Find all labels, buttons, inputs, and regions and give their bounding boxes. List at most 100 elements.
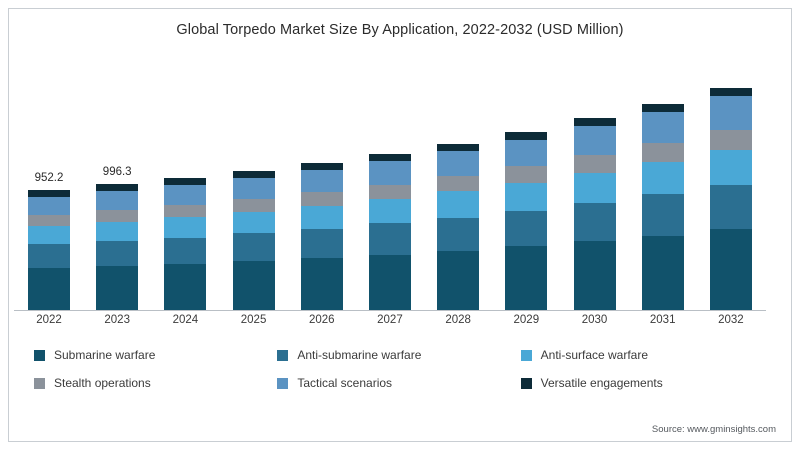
x-axis-tick-label: 2024 <box>172 314 199 326</box>
bar-segment[interactable] <box>164 237 207 264</box>
bar-segment[interactable] <box>505 166 548 183</box>
x-axis-tick-label: 2029 <box>513 314 540 326</box>
bar-column[interactable] <box>368 153 411 310</box>
bar-segment[interactable] <box>368 198 411 224</box>
legend-label: Anti-surface warfare <box>540 348 649 362</box>
legend-swatch-icon <box>277 349 289 361</box>
bar-segment[interactable] <box>232 233 275 262</box>
bar-segment[interactable] <box>573 126 616 156</box>
bar-segment[interactable] <box>437 151 480 177</box>
bar-segment[interactable] <box>164 263 207 310</box>
chart-border <box>8 8 792 442</box>
bar-column[interactable] <box>232 171 275 310</box>
bar-segment[interactable] <box>96 266 139 310</box>
bar-column[interactable]: 952.2 <box>28 172 70 310</box>
bar-column[interactable] <box>505 131 548 310</box>
bar-segment[interactable] <box>709 150 752 186</box>
bar-segment[interactable] <box>641 194 684 236</box>
bar-segment[interactable] <box>573 172 616 204</box>
bar-column[interactable]: 996.3 <box>96 166 139 310</box>
bar-segment[interactable] <box>709 96 752 130</box>
x-axis-tick-label: 2022 <box>36 314 62 326</box>
bar-segment[interactable] <box>300 228 343 258</box>
bar-segment[interactable] <box>96 221 139 242</box>
bar-segment[interactable] <box>368 184 411 199</box>
x-axis-tick-label: 2026 <box>308 314 335 326</box>
legend-item[interactable]: Versatile engagements <box>520 376 764 390</box>
bar-segment[interactable] <box>573 203 616 242</box>
bar-segment[interactable] <box>437 217 480 251</box>
bar-segment[interactable] <box>232 171 275 179</box>
bar-segment[interactable] <box>368 254 411 310</box>
bar-segment[interactable] <box>28 189 70 197</box>
bar-column[interactable] <box>164 178 207 310</box>
bar-segment[interactable] <box>96 210 139 222</box>
bar-segment[interactable] <box>573 118 616 127</box>
legend-label: Anti-submarine warfare <box>297 348 422 362</box>
bar-segment[interactable] <box>28 244 70 269</box>
bar-segment[interactable] <box>164 217 207 238</box>
bar-segment[interactable] <box>709 229 752 310</box>
x-axis-line <box>14 310 766 311</box>
bar-segment[interactable] <box>28 268 70 310</box>
bar-segment[interactable] <box>505 210 548 247</box>
bar-segment[interactable] <box>437 191 480 218</box>
bar-column[interactable] <box>437 143 480 310</box>
bar-segment[interactable] <box>300 257 343 310</box>
legend-swatch-icon <box>34 349 45 361</box>
bar-segment[interactable] <box>437 176 480 192</box>
bar-segment[interactable] <box>505 131 548 140</box>
bar-segment[interactable] <box>641 111 684 144</box>
bar-segment[interactable] <box>232 211 275 234</box>
bar-segment[interactable] <box>300 163 343 171</box>
bar-segment[interactable] <box>641 143 684 163</box>
bar-segment[interactable] <box>437 143 480 152</box>
bar-segment[interactable] <box>300 205 343 229</box>
bar-segment[interactable] <box>641 162 684 195</box>
bar-segment[interactable] <box>28 214 70 226</box>
legend-swatch-icon <box>520 377 532 389</box>
bar-column[interactable] <box>573 118 616 310</box>
bar-segment[interactable] <box>368 223 411 255</box>
x-axis-tick-label: 2027 <box>377 314 403 326</box>
bar-segment[interactable] <box>28 225 70 245</box>
x-axis-tick-label: 2031 <box>649 314 676 326</box>
bar-segment[interactable] <box>232 178 275 200</box>
bar-segment[interactable] <box>641 103 684 112</box>
bar-segment[interactable] <box>96 184 139 192</box>
bar-segment[interactable] <box>300 192 343 206</box>
bar-segment[interactable] <box>505 246 548 310</box>
bar-segment[interactable] <box>437 250 480 310</box>
bar-segment[interactable] <box>28 196 70 215</box>
legend-label: Versatile engagements <box>540 376 663 390</box>
bar-segment[interactable] <box>300 170 343 193</box>
bar-segment[interactable] <box>164 185 207 206</box>
bar-segment[interactable] <box>641 235 684 310</box>
x-axis-tick-label: 2023 <box>104 314 130 326</box>
bar-segment[interactable] <box>232 261 275 310</box>
bar-segment[interactable] <box>96 241 139 267</box>
bar-column[interactable] <box>709 88 752 310</box>
bar-segment[interactable] <box>505 139 548 167</box>
bar-segment[interactable] <box>709 88 752 97</box>
bar-segment[interactable] <box>164 205 207 218</box>
bar-segment[interactable] <box>96 191 139 211</box>
legend-item[interactable]: Anti-submarine warfare <box>277 348 520 362</box>
legend-item[interactable]: Anti-surface warfare <box>520 348 764 362</box>
bar-column[interactable] <box>300 163 343 310</box>
bar-segment[interactable] <box>573 155 616 173</box>
bar-segment[interactable] <box>505 182 548 211</box>
legend-item[interactable]: Tactical scenarios <box>277 376 520 390</box>
bar-segment[interactable] <box>164 178 207 186</box>
bar-segment[interactable] <box>709 185 752 230</box>
bar-segment[interactable] <box>368 153 411 162</box>
bar-segment[interactable] <box>232 199 275 212</box>
legend-item[interactable]: Stealth operations <box>34 376 277 390</box>
bar-segment[interactable] <box>709 129 752 151</box>
x-axis-tick-label: 2025 <box>240 314 267 326</box>
legend-item[interactable]: Submarine warfare <box>34 348 277 362</box>
bar-column[interactable] <box>641 103 684 310</box>
bar-segment[interactable] <box>368 161 411 185</box>
bar-segment[interactable] <box>573 241 616 310</box>
